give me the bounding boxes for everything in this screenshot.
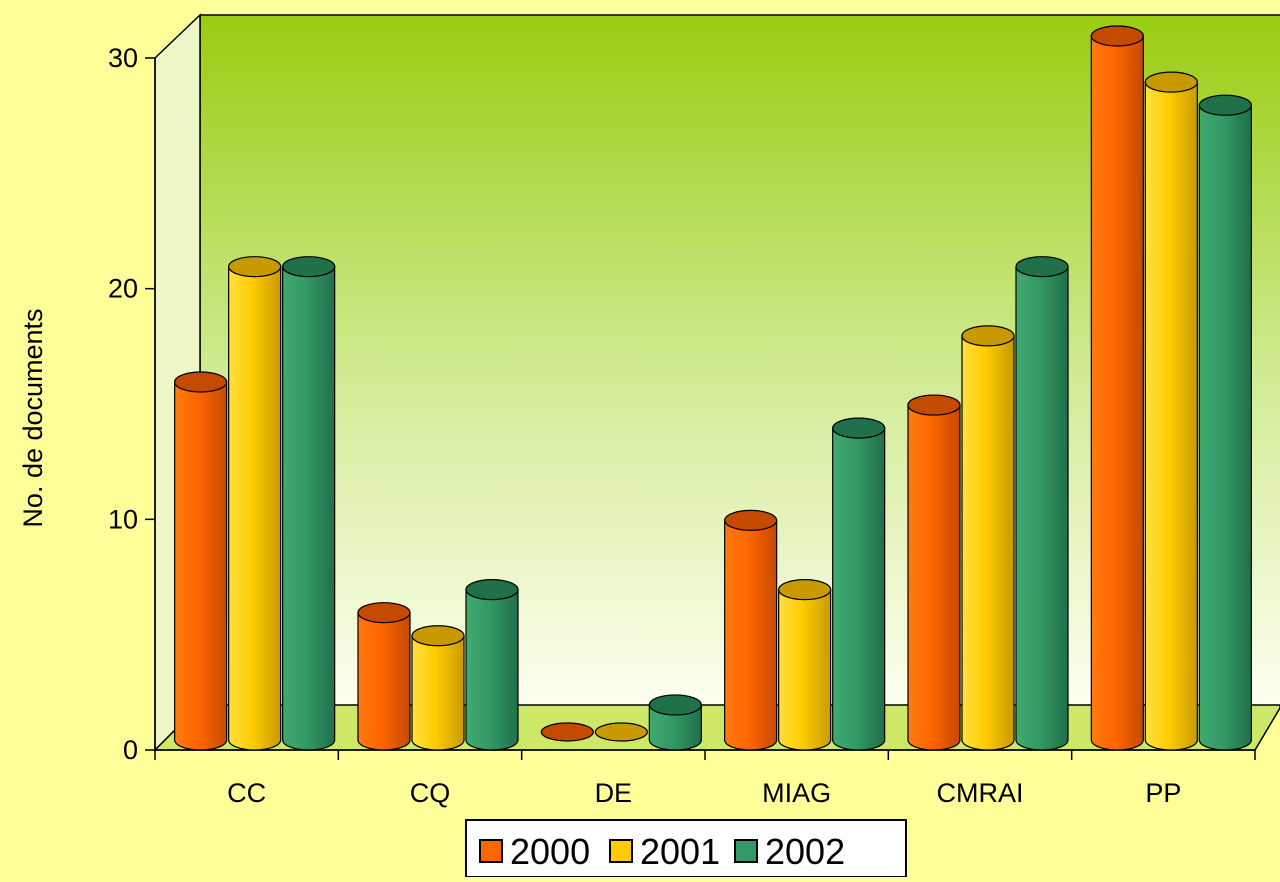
bar-body (228, 266, 282, 751)
y-axis-title: No. de documents (18, 308, 48, 527)
legend-label-2002: 2002 (765, 831, 845, 872)
bar-top (174, 371, 228, 393)
y-tick-label: 0 (123, 735, 138, 765)
bar-body (357, 612, 411, 751)
bar-2000-cc (174, 371, 228, 751)
bar-2001-pp (1144, 71, 1198, 751)
bar-top (1090, 25, 1144, 47)
legend-swatch-2002 (734, 839, 758, 863)
bar-2002-miag (832, 417, 886, 751)
bar-top (1015, 256, 1069, 278)
bar-2000-miag (724, 509, 778, 751)
bar-top (282, 256, 336, 278)
bar-top (1198, 94, 1252, 116)
legend-swatch-2000 (479, 839, 503, 863)
x-tick-label: MIAG (762, 778, 831, 808)
bar-body (411, 635, 465, 751)
bar-2000-cq (357, 602, 411, 751)
bar-top (228, 256, 282, 278)
legend-label-2000: 2000 (510, 831, 590, 872)
bar-body (907, 404, 961, 751)
legend-box (465, 819, 907, 878)
legend-label-2001: 2001 (640, 831, 720, 872)
bar-top (1144, 71, 1198, 93)
bar-2001-cc (228, 256, 282, 751)
bar-body (648, 704, 702, 751)
bar-top (540, 722, 594, 742)
bar-body (724, 519, 778, 751)
bar-2000-de (540, 722, 594, 742)
bar-2001-cq (411, 625, 465, 751)
y-tick-label: 30 (108, 43, 138, 73)
bar-top (961, 325, 1015, 347)
bar-top (648, 694, 702, 716)
bar-top (357, 602, 411, 624)
x-tick-label: CC (227, 778, 266, 808)
bar-2002-cc (282, 256, 336, 751)
bar-body (1015, 266, 1069, 751)
bar-body (778, 589, 832, 751)
x-tick-label: PP (1145, 778, 1181, 808)
bar-2001-de (594, 722, 648, 742)
bar-body (465, 589, 519, 751)
bar-body (961, 335, 1015, 751)
bar-2002-pp (1198, 94, 1252, 751)
bar-top (594, 722, 648, 742)
bar-body (832, 427, 886, 751)
bar-2002-de (648, 694, 702, 751)
bar-body (1144, 81, 1198, 751)
y-tick-label: 10 (108, 504, 138, 534)
bar-body (282, 266, 336, 751)
bar-2000-pp (1090, 25, 1144, 751)
bar-body (1198, 104, 1252, 751)
x-tick-label: DE (595, 778, 633, 808)
bar-top (465, 578, 519, 601)
bar-top (832, 417, 886, 439)
bar-body (174, 381, 228, 751)
bar-top (724, 509, 778, 532)
bar-top (778, 578, 832, 601)
legend: 2000 2001 2002 (465, 819, 907, 878)
legend-swatch-2001 (609, 839, 633, 863)
bar-2001-miag (778, 578, 832, 751)
bar-2002-cq (465, 578, 519, 751)
bar-2000-cmrai (907, 394, 961, 751)
bar-body (1090, 35, 1144, 751)
bar-2001-cmrai (961, 325, 1015, 751)
bar-2002-cmrai (1015, 256, 1069, 751)
y-tick-label: 20 (108, 274, 138, 304)
bar-top (907, 394, 961, 416)
bar-top (411, 625, 465, 647)
x-tick-label: CQ (410, 778, 451, 808)
x-tick-label: CMRAI (937, 778, 1024, 808)
